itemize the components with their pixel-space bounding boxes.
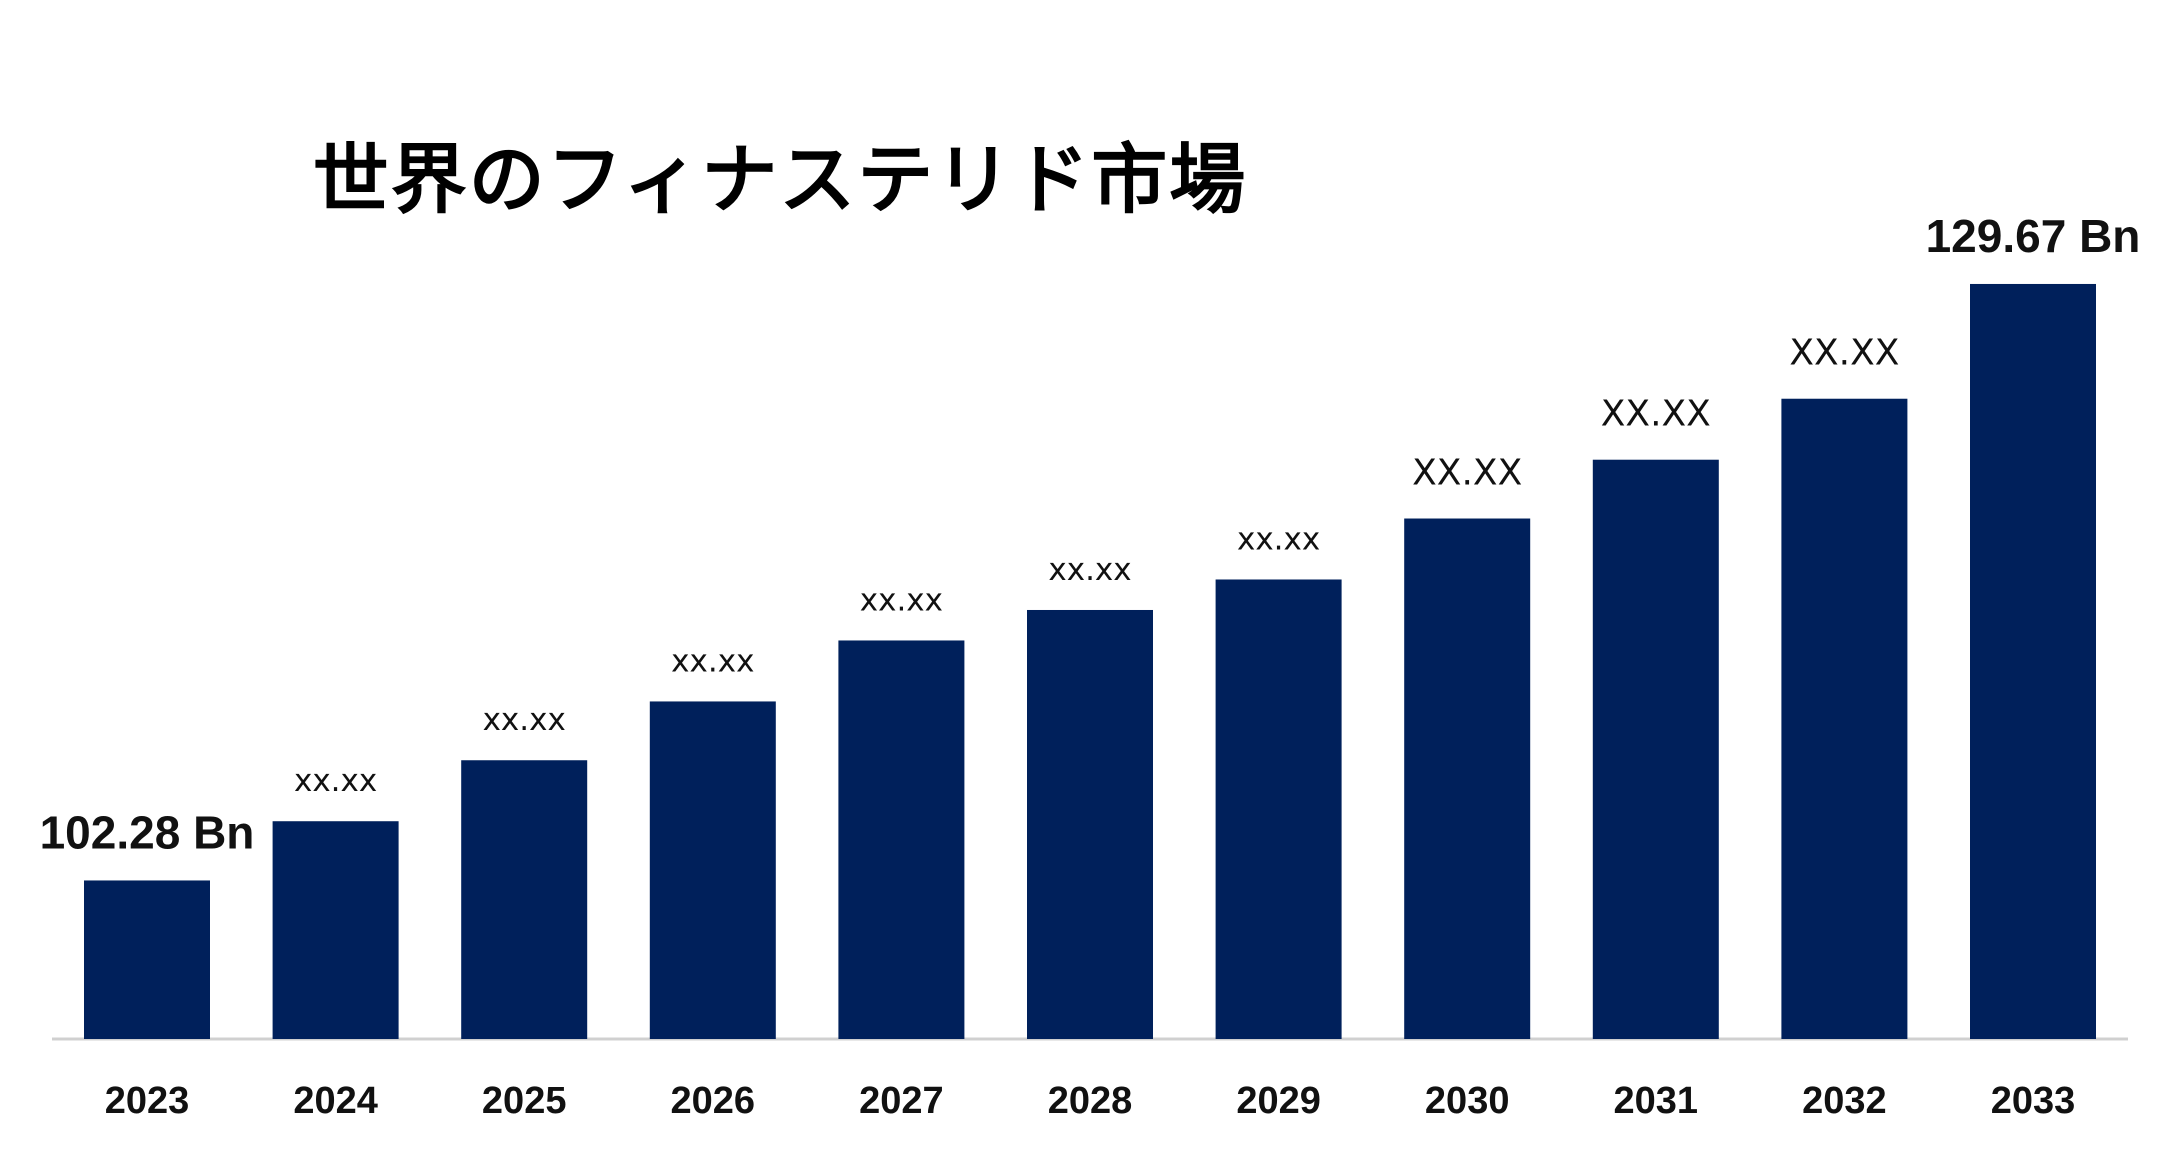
bar-2031 [1592, 459, 1719, 1039]
x-tick-2027: 2027 [859, 1080, 944, 1122]
bar-2029 [1215, 579, 1342, 1039]
data-label-2023: 102.28 Bn [40, 806, 255, 858]
bar-2028 [1027, 609, 1153, 1039]
bar-2023 [84, 880, 210, 1039]
bar-2030 [1404, 518, 1531, 1039]
x-tick-2028: 2028 [1048, 1080, 1133, 1122]
x-tick-2026: 2026 [671, 1080, 756, 1122]
bar-2026 [649, 701, 776, 1039]
data-label-2026: xx.xx [671, 643, 754, 679]
bar-2024 [272, 821, 399, 1039]
data-label-2025: xx.xx [483, 702, 566, 738]
chart-title: 世界のフィナステリド市場 [312, 135, 1248, 224]
bar-2032 [1781, 398, 1908, 1039]
data-label-2028: xx.xx [1048, 552, 1131, 588]
data-label-2027: xx.xx [860, 582, 943, 618]
bar-2027 [838, 640, 965, 1039]
bar-2033 [1970, 283, 2096, 1039]
data-label-2031: XX.XX [1601, 394, 1711, 435]
x-tick-2031: 2031 [1614, 1080, 1699, 1122]
x-tick-2029: 2029 [1236, 1080, 1321, 1122]
x-tick-2023: 2023 [105, 1080, 190, 1122]
bar-2025 [461, 760, 588, 1039]
x-tick-2030: 2030 [1425, 1080, 1510, 1122]
data-label-2032: XX.XX [1789, 333, 1899, 374]
x-tick-2032: 2032 [1802, 1080, 1887, 1122]
x-tick-2033: 2033 [1991, 1080, 2076, 1122]
data-label-2030: XX.XX [1412, 453, 1522, 494]
data-label-2033: 129.67 Bn [1926, 210, 2141, 262]
x-tick-2025: 2025 [482, 1080, 567, 1122]
data-label-2024: xx.xx [294, 763, 377, 799]
x-tick-2024: 2024 [293, 1080, 378, 1122]
data-label-2029: xx.xx [1237, 521, 1320, 557]
